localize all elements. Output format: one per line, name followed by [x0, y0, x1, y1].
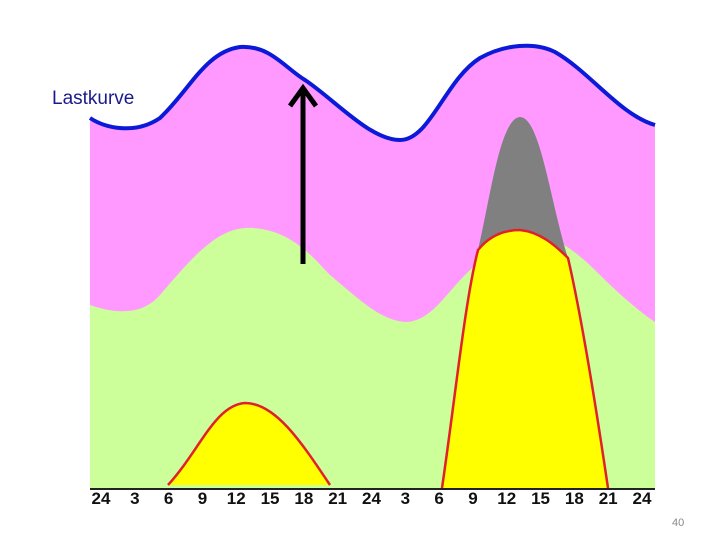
x-tick-label: 15	[261, 489, 280, 508]
load-curve-label: Lastkurve	[48, 88, 139, 110]
x-tick-label: 3	[130, 489, 139, 508]
solar-area-day-1	[168, 403, 330, 485]
peak-area	[478, 117, 568, 258]
x-tick-label: 21	[599, 489, 618, 508]
x-tick-label: 24	[362, 489, 381, 508]
x-axis-tick-labels: 24 3 6 9 12 15 18 21 24 3 6 9 12 15 18 21 24	[92, 489, 652, 508]
solar-outline-day-2	[440, 228, 610, 489]
x-tick-label: 9	[198, 489, 207, 508]
x-tick-label: 3	[401, 489, 410, 508]
x-tick-label: 24	[633, 489, 652, 508]
slide-number: 40	[672, 517, 685, 529]
x-tick-label: 21	[328, 489, 347, 508]
x-tick-label: 12	[227, 489, 246, 508]
solar-outline-day-1	[167, 401, 332, 486]
x-tick-label: 6	[434, 489, 443, 508]
up-arrow-icon	[287, 83, 319, 264]
x-tick-label: 24	[92, 489, 111, 508]
x-tick-label: 9	[468, 489, 477, 508]
x-tick-label: 12	[497, 489, 516, 508]
solar-area-day-2	[442, 230, 608, 488]
x-tick-label: 15	[531, 489, 550, 508]
x-tick-label: 18	[294, 489, 313, 508]
x-tick-label: 6	[164, 489, 173, 508]
load-curve-line	[88, 43, 656, 143]
x-tick-label: 18	[565, 489, 584, 508]
